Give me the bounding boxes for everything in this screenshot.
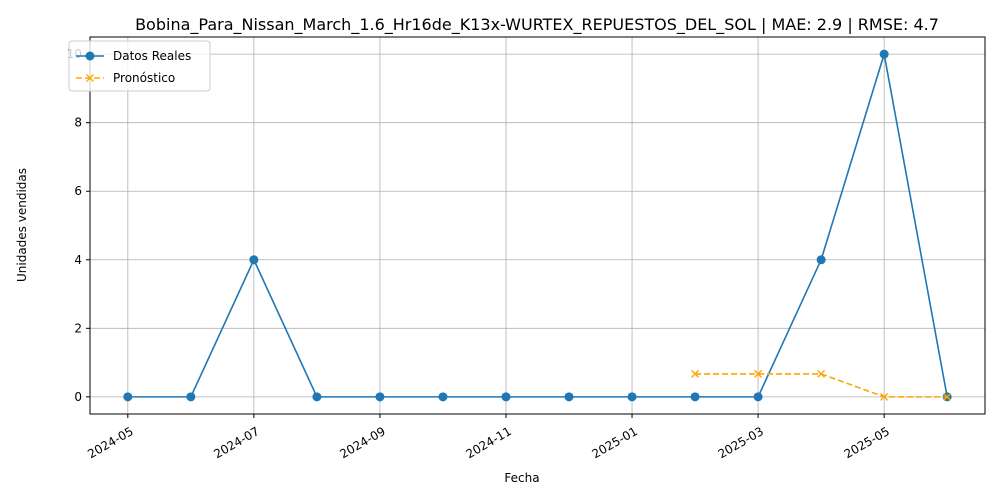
series-pronostico: [691, 369, 952, 401]
legend-box: [68, 40, 211, 92]
data-point: [879, 49, 889, 59]
x-tick-label: 2024-05: [85, 424, 135, 461]
legend-marker: [86, 74, 94, 82]
y-tick-label: 6: [74, 184, 82, 198]
legend: Datos Reales Pronóstico: [68, 40, 211, 92]
legend-marker: [85, 51, 95, 61]
legend-label: Datos Reales: [113, 49, 191, 63]
y-tick-label: 2: [74, 321, 82, 335]
y-tick-label: 8: [74, 116, 82, 130]
data-point: [186, 392, 196, 402]
data-point: [123, 392, 133, 402]
x-tick-label: 2024-09: [337, 424, 387, 461]
data-point: [754, 369, 763, 378]
data-point: [817, 369, 826, 378]
data-point: [501, 392, 511, 402]
data-point: [943, 392, 952, 401]
legend-label: Pronóstico: [113, 71, 175, 85]
data-point: [691, 369, 700, 378]
series-line: [695, 373, 948, 398]
x-axis: 2024-05 2024-07 2024-09 2024-11 2025-01 2025-…: [85, 414, 892, 461]
y-axis: 0246810: [67, 47, 90, 404]
y-tick-label: 4: [74, 253, 82, 267]
data-point: [627, 392, 637, 402]
x-tick-label: 2025-05: [842, 424, 892, 461]
x-tick-label: 2025-01: [590, 424, 640, 461]
x-axis-label: Fecha: [504, 471, 539, 485]
data-point: [564, 392, 574, 402]
legend-entry: Pronóstico: [76, 71, 175, 85]
legend-entry: Datos Reales: [76, 49, 191, 63]
data-point: [690, 392, 700, 402]
chart-title: Bobina_Para_Nissan_March_1.6_Hr16de_K13x…: [135, 15, 939, 35]
data-point: [438, 392, 448, 402]
data-point: [249, 255, 259, 265]
y-tick-label: 0: [74, 390, 82, 404]
data-point: [880, 392, 889, 401]
data-point: [375, 392, 385, 402]
data-point: [816, 255, 826, 265]
series-datos-reales: [123, 49, 952, 402]
data-point: [753, 392, 763, 402]
plot-area-frame: [89, 36, 986, 415]
y-axis-label: Unidades vendidas: [15, 168, 29, 282]
x-tick-label: 2025-03: [716, 424, 766, 461]
grid-lines: [90, 37, 985, 414]
data-point: [312, 392, 322, 402]
series-layer: [123, 49, 952, 402]
x-tick-label: 2024-07: [211, 424, 261, 461]
x-tick-label: 2024-11: [463, 424, 513, 461]
series-line: [127, 53, 948, 398]
